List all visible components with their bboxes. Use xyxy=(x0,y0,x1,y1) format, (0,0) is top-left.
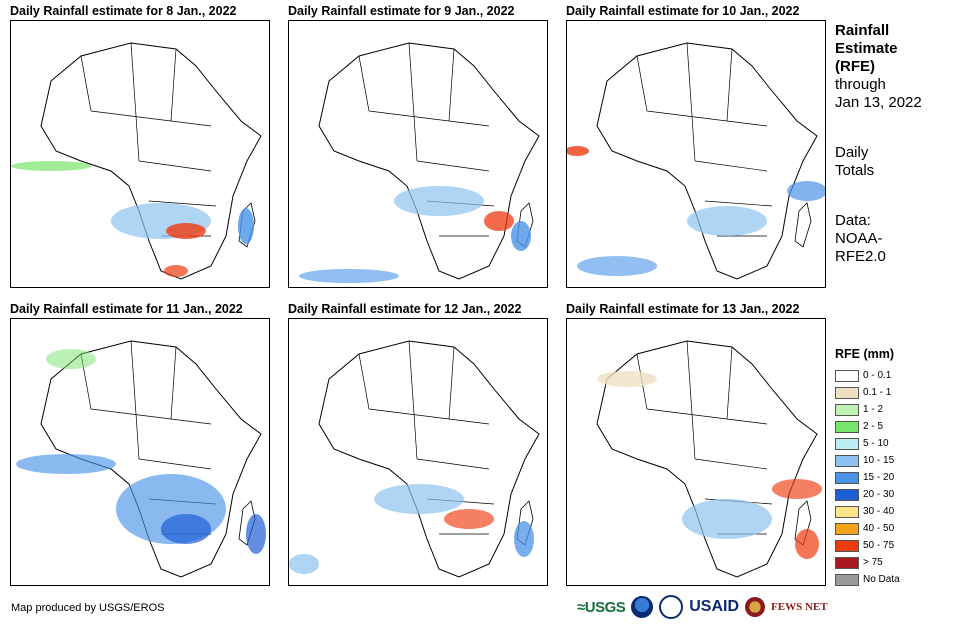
legend-item: 1 - 2 xyxy=(835,401,900,418)
legend-item: 0 - 0.1 xyxy=(835,367,900,384)
legend-label: 2 - 5 xyxy=(863,421,884,432)
rain-field xyxy=(11,161,254,277)
africa-outline xyxy=(318,340,540,578)
africa-outline xyxy=(596,42,818,280)
map-info-sidebar: Rainfall Estimate (RFE) through Jan 13, … xyxy=(835,22,960,266)
legend-item: 0.1 - 1 xyxy=(835,384,900,401)
legend-label: 1 - 2 xyxy=(863,404,884,415)
rainfall-map xyxy=(288,20,548,288)
map-title-line: (RFE) xyxy=(835,58,875,75)
through-label: through xyxy=(835,76,886,93)
rain-field xyxy=(299,186,531,283)
rainfall-map xyxy=(566,318,826,586)
country-borders xyxy=(636,42,773,237)
legend-label: 10 - 15 xyxy=(863,455,895,466)
usaid-logo: USAID xyxy=(689,598,740,615)
africa-outline xyxy=(318,42,540,280)
map-panel: Daily Rainfall estimate for 8 Jan., 2022 xyxy=(10,4,270,288)
legend-swatch xyxy=(835,556,859,569)
map-panel: Daily Rainfall estimate for 9 Jan., 2022 xyxy=(288,4,548,288)
rain-field xyxy=(16,349,266,554)
legend-swatch xyxy=(835,522,859,535)
rainfall-map xyxy=(10,318,270,586)
legend-label: 50 - 75 xyxy=(863,540,895,551)
map-credit: Map produced by USGS/EROS xyxy=(11,602,165,614)
map-panel: Daily Rainfall estimate for 12 Jan., 202… xyxy=(288,302,548,586)
legend-label: 20 - 30 xyxy=(863,489,895,500)
rain-field xyxy=(597,371,822,559)
totals-label: Totals xyxy=(835,162,875,179)
africa-outline xyxy=(40,42,262,280)
legend-item: 40 - 50 xyxy=(835,520,900,537)
africa-map xyxy=(16,340,266,578)
legend: RFE (mm) 0 - 0.1 0.1 - 1 1 - 2 2 - 5 5 - 10 1… xyxy=(835,347,900,588)
fews-net-globe-logo xyxy=(745,597,766,617)
legend-item: No Data xyxy=(835,571,900,588)
data-source-line: NOAA- xyxy=(835,230,883,247)
legend-title: RFE (mm) xyxy=(835,347,895,361)
daily-label: Daily xyxy=(835,144,869,161)
panel-title: Daily Rainfall estimate for 9 Jan., 2022 xyxy=(288,4,515,18)
africa-map xyxy=(596,340,822,578)
legend-swatch xyxy=(835,403,859,416)
map-panel: Daily Rainfall estimate for 11 Jan., 202… xyxy=(10,302,270,586)
map-title-line: Rainfall xyxy=(835,22,890,39)
legend-item: 50 - 75 xyxy=(835,537,900,554)
legend-item: 15 - 20 xyxy=(835,469,900,486)
legend-label: 5 - 10 xyxy=(863,438,889,449)
legend-swatch xyxy=(835,454,859,467)
legend-swatch xyxy=(835,488,859,501)
legend-swatch xyxy=(835,369,859,382)
map-panel: Daily Rainfall estimate for 13 Jan., 202… xyxy=(566,302,826,586)
legend-swatch xyxy=(835,573,859,586)
legend-item: 5 - 10 xyxy=(835,435,900,452)
panel-title: Daily Rainfall estimate for 13 Jan., 202… xyxy=(566,302,800,316)
panel-title: Daily Rainfall estimate for 8 Jan., 2022 xyxy=(10,4,237,18)
map-title-line: Estimate xyxy=(835,40,898,57)
legend-label: 40 - 50 xyxy=(863,523,895,534)
legend-label: No Data xyxy=(863,574,900,585)
rain-field xyxy=(289,484,534,574)
fews-net-logo: FEWS NET xyxy=(771,601,828,613)
legend-swatch xyxy=(835,539,859,552)
legend-label: 0 - 0.1 xyxy=(863,370,892,381)
legend-swatch xyxy=(835,420,859,433)
legend-label: 15 - 20 xyxy=(863,472,895,483)
africa-map xyxy=(567,42,825,280)
africa-map xyxy=(299,42,540,283)
noaa-logo xyxy=(631,596,654,618)
panel-title: Daily Rainfall estimate for 11 Jan., 202… xyxy=(10,302,243,316)
legend-label: 30 - 40 xyxy=(863,506,895,517)
rainfall-map xyxy=(288,318,548,586)
legend-item: 10 - 15 xyxy=(835,452,900,469)
legend-swatch xyxy=(835,471,859,484)
africa-map xyxy=(289,340,540,578)
legend-label: 0.1 - 1 xyxy=(863,387,892,398)
panel-title: Daily Rainfall estimate for 12 Jan., 202… xyxy=(288,302,522,316)
legend-item: 20 - 30 xyxy=(835,486,900,503)
legend-label: > 75 xyxy=(863,557,883,568)
rainfall-map xyxy=(566,20,826,288)
africa-outline xyxy=(596,340,818,578)
usaid-seal-logo xyxy=(659,595,684,619)
legend-swatch xyxy=(835,437,859,450)
panel-title: Daily Rainfall estimate for 10 Jan., 202… xyxy=(566,4,800,18)
through-date: Jan 13, 2022 xyxy=(835,94,922,111)
legend-item: 2 - 5 xyxy=(835,418,900,435)
legend-swatch xyxy=(835,505,859,518)
rainfall-map xyxy=(10,20,270,288)
rain-field xyxy=(567,146,825,276)
data-source-line: RFE2.0 xyxy=(835,248,886,265)
map-panel: Daily Rainfall estimate for 10 Jan., 202… xyxy=(566,4,826,288)
madagascar xyxy=(794,202,812,248)
data-label: Data: xyxy=(835,212,871,229)
legend-item: > 75 xyxy=(835,554,900,571)
legend-item: 30 - 40 xyxy=(835,503,900,520)
legend-swatch xyxy=(835,386,859,399)
africa-map xyxy=(11,42,262,280)
usgs-logo: ≈USGS xyxy=(577,598,626,616)
logo-strip: ≈USGS USAID FEWS NET xyxy=(577,595,828,619)
